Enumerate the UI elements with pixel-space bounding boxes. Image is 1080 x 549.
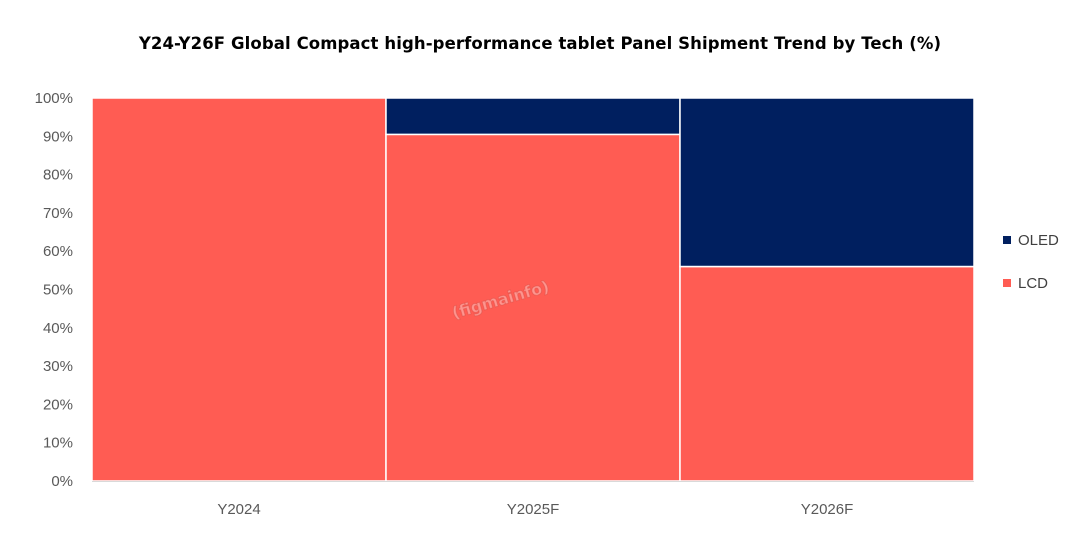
y-tick-label: 50% (43, 282, 73, 299)
y-tick-label: 90% (43, 128, 73, 145)
x-tick-label: Y2024 (217, 501, 260, 518)
bar-oled-y2025f (385, 97, 681, 136)
chart-title: Y24-Y26F Global Compact high-performance… (138, 34, 942, 53)
bar-oled-y2026f (679, 97, 975, 268)
x-axis-ticks: Y2024 Y2025F Y2026F (217, 501, 853, 518)
y-tick-label: 80% (43, 167, 73, 184)
bar-lcd-y2024 (91, 97, 387, 482)
x-tick-label: Y2026F (801, 501, 854, 518)
y-tick-label: 60% (43, 243, 73, 260)
y-tick-label: 100% (35, 90, 73, 107)
bar-lcd-y2026f (679, 265, 975, 482)
y-axis-ticks: 0% 10% 20% 30% 40% 50% 60% 70% 80% 90% 100% (35, 90, 73, 490)
y-tick-label: 30% (43, 358, 73, 375)
legend-swatch-oled (1003, 236, 1011, 244)
legend-label-oled: OLED (1018, 232, 1059, 249)
y-tick-label: 10% (43, 435, 73, 452)
y-tick-label: 70% (43, 205, 73, 222)
legend-swatch-lcd (1003, 279, 1011, 287)
legend: OLED LCD (1003, 232, 1059, 292)
bar-lcd-y2025f (385, 133, 681, 482)
y-tick-label: 20% (43, 396, 73, 413)
x-tick-label: Y2025F (507, 501, 560, 518)
y-tick-label: 0% (51, 473, 73, 490)
y-tick-label: 40% (43, 320, 73, 337)
legend-label-lcd: LCD (1018, 275, 1048, 292)
bars-group (91, 97, 975, 482)
